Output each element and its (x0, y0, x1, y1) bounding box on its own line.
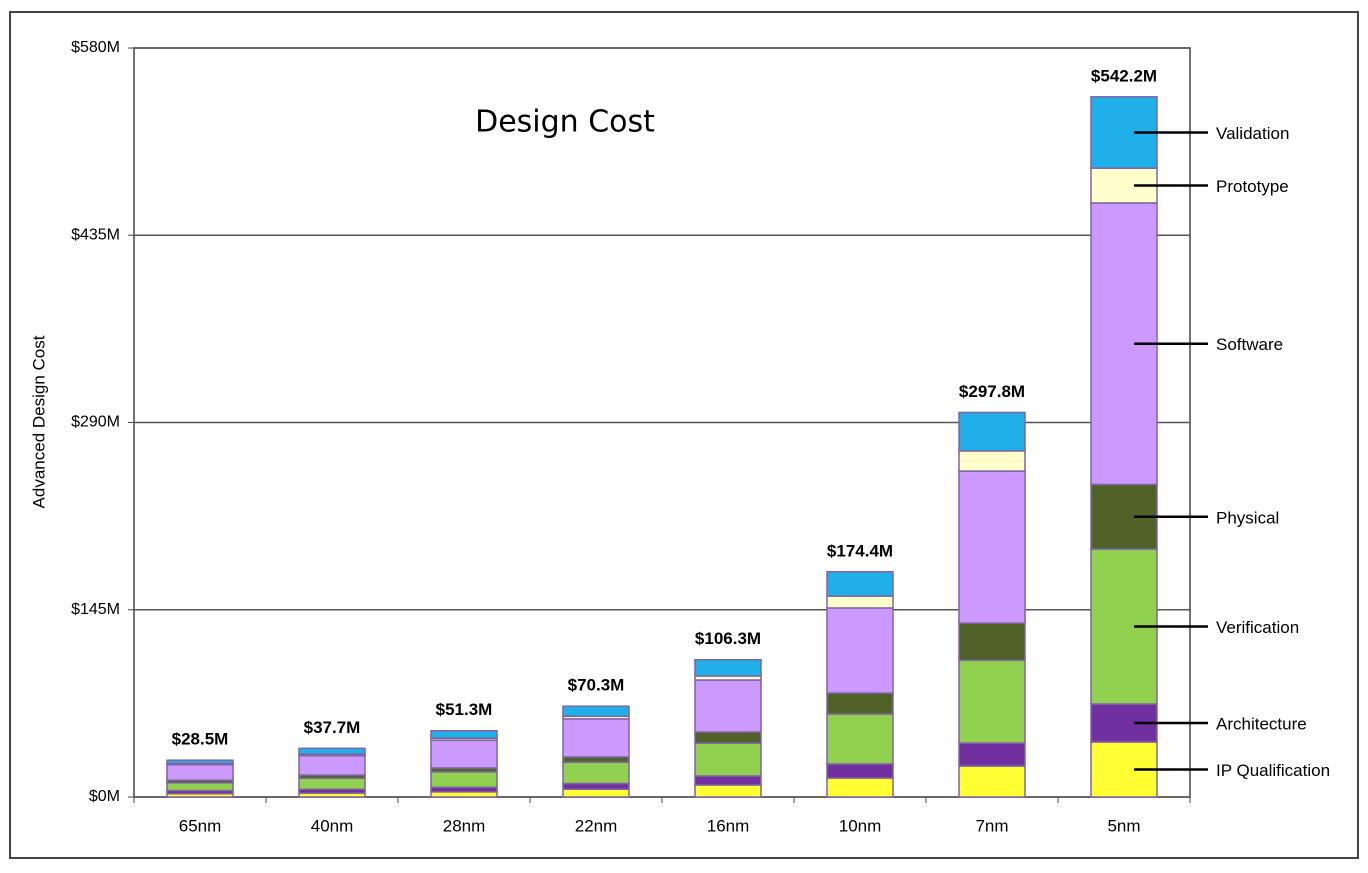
bar-segment (562, 705, 630, 718)
x-tick-label: 65nm (179, 816, 222, 835)
y-tick-label: $435M (71, 226, 120, 243)
bar-segment (826, 607, 894, 694)
total-label: $28.5M (172, 730, 229, 749)
bar-segment (166, 782, 234, 792)
x-tick-label: 40nm (311, 816, 354, 835)
bar-segment (826, 595, 894, 609)
legend-label: Verification (1216, 618, 1299, 637)
x-tick-label: 5nm (1107, 816, 1140, 835)
bar-segment (430, 739, 498, 769)
bar-segment (958, 742, 1026, 767)
bar-segment (958, 411, 1026, 452)
bar-segment (826, 571, 894, 597)
total-label: $542.2M (1091, 66, 1157, 85)
bar-segment (694, 731, 762, 744)
frame (9, 11, 1359, 859)
y-tick-label: $0M (89, 788, 120, 805)
bar-segment (166, 759, 234, 765)
bar-segment (958, 450, 1026, 472)
bar-segment (694, 775, 762, 786)
legend-label: Software (1216, 335, 1283, 354)
bar-segment (826, 777, 894, 798)
total-label: $70.3M (568, 676, 625, 695)
total-label: $51.3M (436, 700, 493, 719)
bar-segment (562, 782, 630, 791)
bar-segment (298, 777, 366, 791)
bar-segment (298, 747, 366, 755)
bar-segment (958, 470, 1026, 624)
total-label: $297.8M (959, 382, 1025, 401)
x-tick-label: 28nm (443, 816, 486, 835)
bar-segment (430, 771, 498, 789)
y-axis-label: Advanced Design Cost (29, 335, 48, 508)
bar-segment (430, 730, 498, 739)
bar-segment (166, 763, 234, 781)
total-label: $37.7M (304, 718, 361, 737)
bar-segment (1090, 167, 1158, 204)
bar-segment (430, 791, 498, 798)
legend-label: IP Qualification (1216, 761, 1330, 780)
chart-title: Design Cost (475, 105, 655, 140)
bar-segment (562, 718, 630, 758)
bar-segment (958, 765, 1026, 798)
x-tick-label: 7nm (975, 816, 1008, 835)
bar-segment (694, 742, 762, 777)
bar-segment (826, 692, 894, 715)
legend-label: Physical (1216, 508, 1279, 527)
bar-segment (562, 761, 630, 785)
y-tick-label: $145M (71, 601, 120, 618)
bar-segment (958, 659, 1026, 744)
legend-label: Architecture (1216, 714, 1307, 733)
bar-segment (298, 754, 366, 776)
total-label: $174.4M (827, 541, 893, 560)
y-tick-label: $580M (71, 39, 120, 56)
x-tick-label: 22nm (575, 816, 618, 835)
y-tick-label: $290M (71, 414, 120, 431)
bar-segment (694, 658, 762, 677)
legend-label: Validation (1216, 124, 1289, 143)
bar-segment (694, 679, 762, 733)
bar-segment (958, 622, 1026, 661)
x-tick-label: 10nm (839, 816, 882, 835)
bar-segment (694, 784, 762, 798)
x-tick-label: 16nm (707, 816, 750, 835)
bar-segment (826, 713, 894, 765)
total-label: $106.3M (695, 629, 761, 648)
bar-segment (826, 763, 894, 779)
bar-segment (562, 756, 630, 763)
legend-label: Prototype (1216, 177, 1289, 196)
bar-segment (562, 788, 630, 798)
